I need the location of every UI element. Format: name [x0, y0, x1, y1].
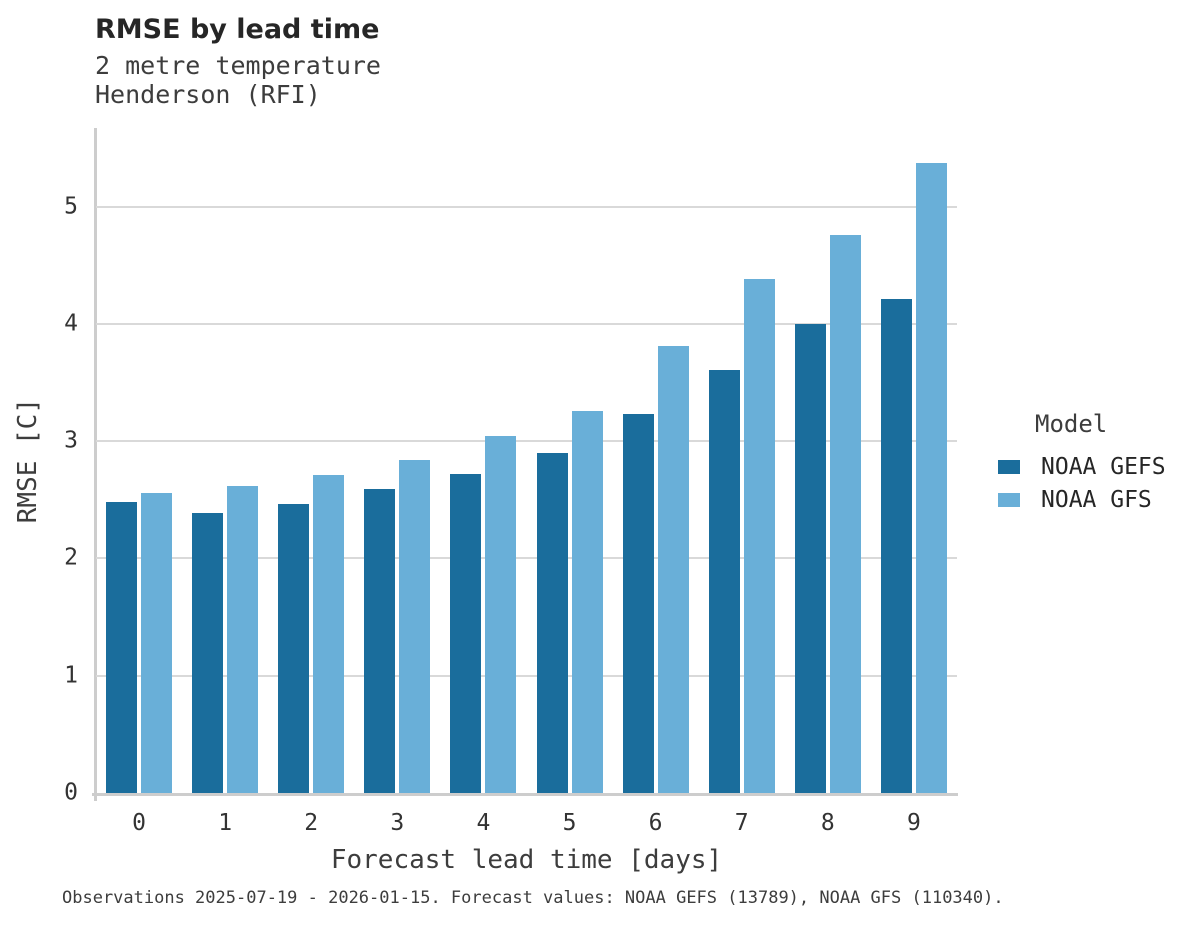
bar-noaa-gefs-lead-6 — [622, 414, 654, 793]
bar-noaa-gefs-lead-9 — [880, 299, 912, 793]
legend-label: NOAA GEFS — [1041, 453, 1166, 480]
y-tick-label: 2 — [64, 544, 78, 571]
x-tick-label: 4 — [476, 810, 491, 836]
y-tick-label: 4 — [64, 310, 78, 337]
y-tick-label: 3 — [64, 427, 78, 454]
y-tick-label: 0 — [64, 779, 78, 806]
x-axis-title: Forecast lead time [days] — [330, 845, 723, 875]
legend-swatch-icon — [998, 492, 1020, 507]
bars — [96, 128, 957, 793]
bar-group-lead-2 — [268, 128, 354, 793]
bar-noaa-gefs-lead-8 — [794, 323, 826, 793]
bar-noaa-gfs-lead-0 — [141, 492, 173, 793]
bar-group-lead-8 — [785, 128, 871, 793]
x-tick-label: 6 — [648, 810, 663, 836]
bar-noaa-gfs-lead-7 — [743, 279, 775, 793]
y-axis-line — [94, 128, 97, 801]
x-tick-label: 8 — [820, 810, 835, 836]
bar-group-lead-6 — [613, 128, 699, 793]
x-tick-label: 0 — [132, 810, 146, 836]
gridline — [96, 557, 957, 560]
legend-swatch-icon — [998, 459, 1020, 474]
x-tick-label: 7 — [734, 810, 749, 836]
bar-noaa-gfs-lead-5 — [571, 410, 603, 793]
footnote: Observations 2025-07-19 - 2026-01-15. Fo… — [62, 888, 1004, 908]
bar-group-lead-0 — [96, 128, 182, 793]
bar-noaa-gefs-lead-4 — [450, 474, 482, 793]
legend-items: NOAA GEFS NOAA GFS — [998, 450, 1166, 516]
bar-group-lead-4 — [440, 128, 526, 793]
x-tick-label: 3 — [390, 810, 405, 836]
bar-noaa-gefs-lead-5 — [536, 452, 568, 793]
subtitle-station: Henderson (RFI) — [95, 80, 321, 109]
x-tick-label: 2 — [304, 810, 319, 836]
legend-label: NOAA GFS — [1041, 486, 1152, 513]
bar-noaa-gfs-lead-4 — [485, 436, 517, 793]
bar-group-lead-1 — [182, 128, 268, 793]
bar-noaa-gfs-lead-8 — [829, 234, 861, 793]
bar-noaa-gefs-lead-3 — [364, 489, 396, 793]
legend-item-noaa-gefs: NOAA GEFS — [998, 450, 1166, 483]
x-tick-label: 5 — [562, 810, 577, 836]
gridline — [96, 440, 957, 443]
bar-noaa-gfs-lead-2 — [313, 475, 345, 793]
x-axis-ticks: 0 1 2 3 4 5 6 7 8 9 — [96, 810, 957, 836]
x-tick-label: 9 — [906, 810, 921, 836]
bar-noaa-gefs-lead-0 — [106, 502, 138, 793]
x-axis-line — [92, 793, 958, 796]
gridlines — [96, 128, 957, 793]
bar-noaa-gfs-lead-3 — [399, 459, 431, 793]
subtitle-variable: 2 metre temperature — [95, 51, 381, 80]
chart-title: RMSE by lead time — [95, 14, 380, 45]
bar-group-lead-3 — [354, 128, 440, 793]
gridline — [96, 322, 957, 325]
legend: Model NOAA GEFS NOAA GFS — [998, 410, 1166, 516]
x-tick-label: 1 — [218, 810, 233, 836]
gridline — [96, 674, 957, 677]
bar-noaa-gfs-lead-9 — [915, 163, 947, 793]
y-tick-label: 1 — [64, 662, 78, 689]
y-axis-ticks: 0 1 2 3 4 5 — [0, 128, 78, 804]
bar-group-lead-5 — [526, 128, 612, 793]
chart-subtitle: 2 metre temperature Henderson (RFI) — [95, 51, 381, 109]
bar-noaa-gefs-lead-1 — [192, 512, 224, 793]
bar-noaa-gfs-lead-6 — [657, 346, 689, 793]
bar-group-lead-7 — [699, 128, 785, 793]
bar-noaa-gfs-lead-1 — [227, 485, 259, 793]
bar-group-lead-9 — [871, 128, 957, 793]
plot-area — [96, 128, 957, 793]
y-tick-label: 5 — [64, 193, 78, 220]
legend-item-noaa-gfs: NOAA GFS — [998, 483, 1166, 516]
bar-noaa-gefs-lead-2 — [278, 504, 310, 793]
bar-noaa-gefs-lead-7 — [708, 369, 740, 793]
gridline — [96, 205, 957, 208]
legend-title: Model — [1035, 410, 1108, 438]
